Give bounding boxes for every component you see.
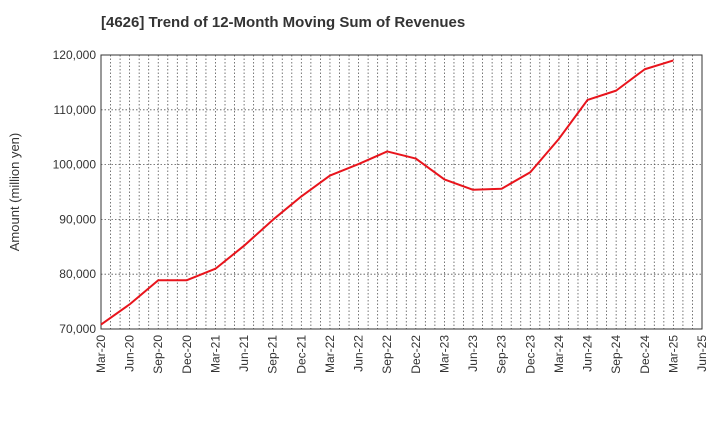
x-tick-label: Dec-23 — [523, 335, 537, 374]
y-axis-title: Amount (million yen) — [7, 133, 22, 252]
series-lines — [100, 59, 674, 326]
y-tick-label: 100,000 — [53, 158, 97, 172]
x-tick-label: Mar-21 — [208, 335, 222, 373]
x-axis-labels: Mar-20 Jun-20 Sep-20 Dec-20 Mar-21 Jun-21 Sep-… — [94, 335, 709, 374]
x-tick-label: Sep-21 — [266, 335, 280, 374]
y-tick-label: 110,000 — [54, 103, 97, 117]
chart-title: [4626] Trend of 12-Month Moving Sum of R… — [101, 14, 466, 31]
x-tick-label: Sep-23 — [495, 335, 509, 374]
x-tick-label: Jun-22 — [352, 335, 366, 372]
plot-area — [100, 54, 703, 330]
y-tick-label: 70,000 — [59, 322, 96, 336]
x-tick-label: Jun-21 — [237, 335, 251, 372]
x-tick-label: Jun-25 — [695, 335, 709, 372]
x-tick-label: Mar-22 — [323, 335, 337, 373]
x-tick-label: Sep-24 — [609, 335, 623, 374]
x-tick-label: Mar-23 — [437, 335, 451, 373]
x-tick-label: Jun-20 — [123, 335, 137, 372]
x-tick-label: Jun-23 — [466, 335, 480, 372]
x-tick-label: Dec-24 — [638, 335, 652, 374]
x-tick-label: Sep-22 — [380, 335, 394, 374]
x-tick-label: Mar-25 — [666, 335, 680, 373]
x-tick-label: Dec-22 — [409, 335, 423, 374]
y-tick-label: 120,000 — [53, 48, 97, 62]
x-tick-label: Sep-20 — [151, 335, 165, 374]
grid-lines — [101, 55, 702, 329]
x-tick-label: Dec-20 — [180, 335, 194, 374]
y-tick-label: 80,000 — [59, 267, 96, 281]
x-tick-label: Jun-24 — [581, 335, 595, 372]
y-tick-label: 90,000 — [59, 212, 96, 226]
x-tick-label: Mar-24 — [552, 335, 566, 373]
x-tick-label: Dec-21 — [294, 335, 308, 374]
series-line — [100, 59, 674, 326]
y-axis-labels: 70,000 80,000 90,000 100,000 110,000 120,000 — [53, 48, 97, 336]
x-tick-label: Mar-20 — [94, 335, 108, 373]
